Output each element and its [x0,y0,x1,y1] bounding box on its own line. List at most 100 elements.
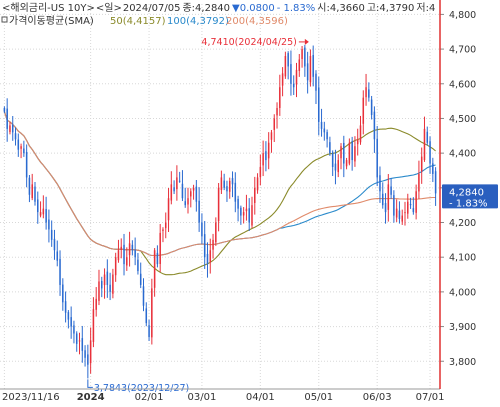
legend-sma200: 200(4,3596) [226,16,288,27]
candle-body [6,108,8,129]
candle-body [245,208,248,212]
price-tag-pct: - 1.83% [449,198,488,209]
legend-title: 가격이동평균(SMA) [9,14,94,27]
candle-body [326,132,328,140]
candle-body [112,274,114,294]
high-annotation-label: 4,7410(2024/04/25) [201,37,296,48]
sma50-line [3,111,436,276]
candle-body [45,209,47,223]
candle-body [173,187,175,192]
candle-body [393,195,395,216]
candle-body [409,204,412,206]
candle-body [345,160,348,167]
candle-body [340,146,342,159]
low-annotation-label: 3,7843(2023/12/27) [94,383,189,394]
x-tick-label: 04/01 [246,392,275,403]
candle-body [23,148,25,154]
candle-body [28,177,31,195]
header-pct: - 1.83% [277,3,316,14]
candle-body [100,280,103,289]
candle-body [351,141,353,161]
candle-body [67,312,70,320]
candle-body [354,146,356,162]
candle-body [254,187,256,203]
candle-body [212,239,214,250]
candle-body [315,73,317,91]
candle-body [306,63,309,81]
price-tag: 4,2840 - 1.83% [442,184,498,209]
header-period: <일> [96,2,122,14]
x-tick-label: 05/01 [304,392,333,403]
chart-header-line: <해외금리-US 10Y><일>2024/07/05 종:4,2840 ▼0.080… [2,1,435,14]
candle-body [292,83,295,88]
candle-body [153,250,156,288]
candle-body [337,160,340,173]
candle-body [404,212,406,214]
candle-body [223,180,225,188]
candle-body [370,99,373,115]
candle-body [368,89,370,98]
candle-body [298,59,301,71]
header-high: 고:4,3790 [367,3,415,14]
candle-body [329,142,331,154]
candle-body [42,208,45,215]
header-date: 2024/07/05 [123,3,181,14]
candle-body [37,199,39,213]
candle-body [217,187,220,222]
candle-body [356,139,359,145]
candle-body [53,238,56,251]
candle-body [209,250,212,262]
candle-body [373,111,376,140]
candle-body [87,354,89,365]
candle-body [206,253,209,265]
candle-body [420,156,423,172]
candle-body [78,340,81,342]
candle-body [323,128,326,133]
candle-body [273,118,276,130]
candle-layer [3,44,437,379]
y-tick-label: 4,100 [449,253,476,264]
candle-body [276,108,278,116]
candle-body [142,286,145,306]
candle-body [134,250,136,258]
candle-body [128,243,131,256]
candle-body [14,133,17,140]
candle-body [418,173,420,192]
candle-body [281,73,284,86]
sma200-line [3,111,436,257]
candle-body [262,153,264,166]
candle-body [401,215,403,222]
candle-body [170,184,173,201]
candle-body [423,128,426,160]
price-tag-background [442,184,498,209]
candle-body [387,184,390,210]
candle-body [11,124,14,133]
candle-body [343,142,345,164]
candle-body [309,56,312,83]
candle-body [412,208,415,213]
candle-body [348,142,351,164]
candle-body [117,250,120,261]
candle-body [279,87,281,108]
candle-body [231,178,234,185]
candle-body [120,246,123,250]
candle-body [75,333,78,344]
y-tick-label: 4,200 [449,218,476,229]
high-annotation-arrow-icon [304,38,309,45]
candle-body [237,198,239,209]
candle-body [220,177,223,191]
candle-body [234,182,237,202]
candle-body [228,180,231,192]
candle-body [123,244,125,265]
candle-body [109,284,111,292]
candle-body [187,198,189,205]
candle-body [95,298,97,310]
x-tick-label: 07/01 [416,392,445,403]
candle-body [284,56,287,77]
candle-body [56,251,59,261]
price-tag-price: 4,2840 [449,187,484,198]
candle-body [317,87,320,122]
candle-body [84,350,86,358]
candle-body [379,175,381,192]
header-symbol: <해외금리-US 10Y> [2,1,95,14]
